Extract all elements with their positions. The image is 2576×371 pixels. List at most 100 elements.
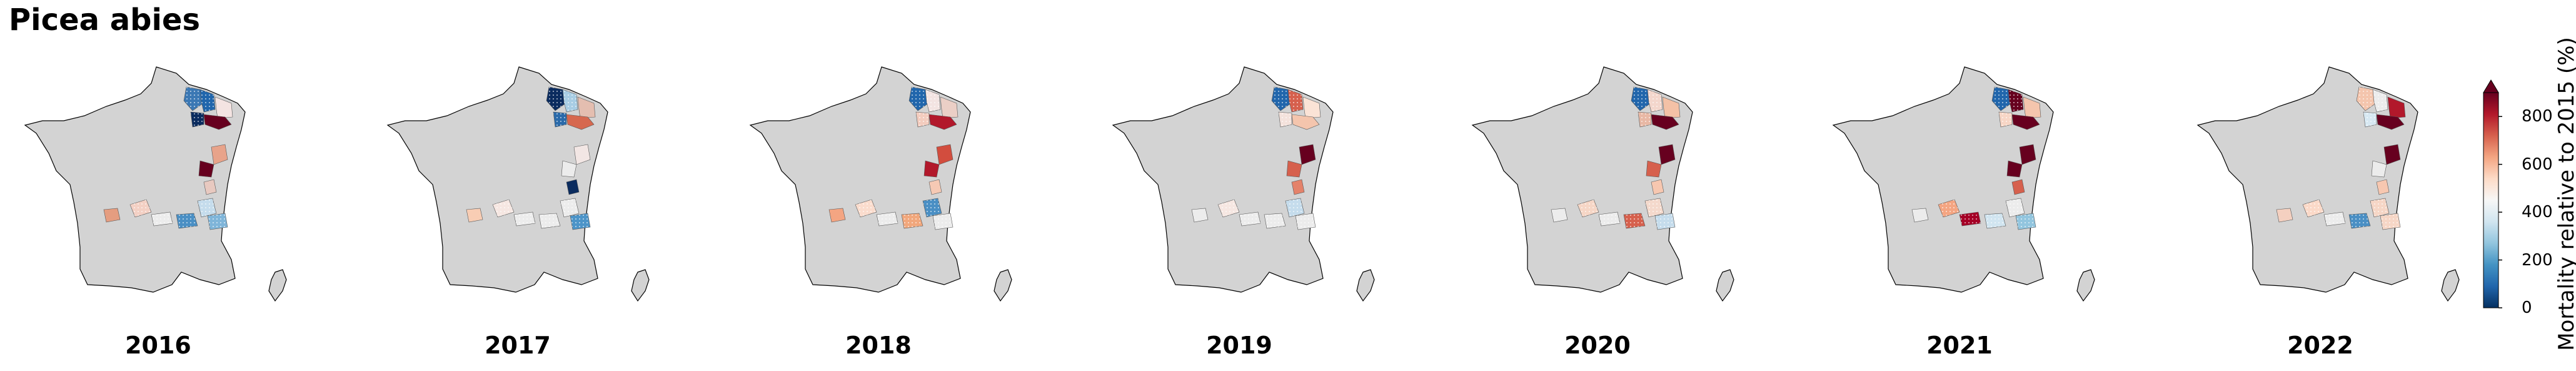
region-r10 (1191, 208, 1209, 223)
region-hatch-r12 (176, 213, 198, 228)
region-hatch-r11 (1599, 212, 1620, 226)
year-label-2020: 2020 (1564, 332, 1631, 359)
region-hatch-r9 (1577, 200, 1599, 217)
corsica-outline (1716, 269, 1734, 302)
corsica-outline (2441, 269, 2460, 302)
region-hatch-r14 (2380, 213, 2400, 230)
region-r8 (1651, 179, 1664, 195)
region-r6 (573, 144, 591, 165)
region-r10 (2276, 208, 2293, 223)
region-r8 (203, 179, 217, 195)
france-map-2016 (24, 66, 287, 302)
region-hatch-r2 (563, 89, 578, 112)
region-hatch-r14 (1655, 213, 1675, 230)
region-hatch-r5 (1999, 112, 2012, 127)
map-panel-2021 (1821, 59, 2115, 310)
region-hatch-r1 (1631, 87, 1651, 111)
region-r6 (2383, 144, 2401, 165)
map-panels: 2016 2017 2018 2019 2020 2021 2022 (24, 59, 2479, 359)
map-panel-2020 (1460, 59, 1754, 310)
region-hatch-r1 (546, 87, 566, 111)
france-outline (24, 66, 246, 293)
map-panel-2022 (2185, 59, 2479, 310)
region-r10 (466, 208, 483, 223)
region-hatch-r11 (151, 212, 173, 226)
france-outline (1112, 66, 1334, 293)
region-hatch-r1 (1992, 87, 2011, 111)
region-r7 (1286, 160, 1302, 178)
map-panel-2019 (1100, 59, 1394, 310)
region-r4 (2376, 114, 2405, 130)
colorbar-tick-label: 200 (2522, 250, 2553, 270)
france-outline (1471, 66, 1693, 293)
region-hatch-r5 (2363, 112, 2377, 127)
colorbar-label: Mortality relative to 2015 (%) (2554, 37, 2576, 351)
region-hatch-r14 (208, 213, 228, 230)
region-hatch-r5 (1279, 112, 1292, 127)
france-map-2019 (1112, 66, 1375, 302)
france-map-2020 (1471, 66, 1734, 302)
year-label-2021: 2021 (1926, 332, 1993, 359)
region-hatch-r11 (2324, 212, 2345, 226)
year-label-2016: 2016 (125, 332, 191, 359)
colorbar-rect (2483, 92, 2499, 308)
region-hatch-r12 (902, 213, 923, 228)
region-r7 (923, 160, 940, 178)
map-panel-2018 (738, 59, 1032, 310)
region-hatch-r14 (1296, 213, 1316, 230)
colorbar-extend-arrow (2483, 79, 2499, 93)
region-hatch-r14 (2016, 213, 2036, 230)
corsica-outline (994, 269, 1012, 302)
region-r10 (103, 208, 121, 223)
region-hatch-r13 (1285, 198, 1304, 217)
colorbar-tick-label: 600 (2522, 155, 2553, 174)
figure-title: Picea abies (9, 3, 201, 38)
region-r10 (1551, 208, 1568, 223)
france-outline (2196, 66, 2418, 293)
region-hatch-r9 (130, 200, 151, 217)
region-hatch-r12 (1264, 213, 1285, 228)
france-map-2022 (2196, 66, 2460, 302)
region-hatch-r1 (1272, 87, 1291, 111)
corsica-outline (1356, 269, 1375, 302)
region-hatch-r13 (560, 198, 579, 217)
corsica-outline (631, 269, 650, 302)
region-r4 (2011, 114, 2040, 130)
corsica-outline (2076, 269, 2095, 302)
region-r8 (1291, 179, 1305, 195)
region-r7 (2371, 160, 2387, 178)
region-hatch-r2 (200, 89, 215, 112)
france-map-2017 (386, 66, 650, 302)
year-label-2019: 2019 (1206, 332, 1272, 359)
region-r8 (566, 179, 580, 195)
region-r8 (2376, 179, 2390, 195)
region-r7 (1646, 160, 1662, 178)
region-hatch-r5 (191, 112, 204, 127)
corsica-outline (268, 269, 287, 302)
year-label-2022: 2022 (2287, 332, 2353, 359)
region-hatch-r2 (2008, 89, 2023, 112)
region-r4 (1291, 114, 1320, 130)
region-r6 (1658, 144, 1676, 165)
year-label-2017: 2017 (485, 332, 551, 359)
region-hatch-r13 (198, 198, 216, 217)
region-hatch-r13 (923, 198, 942, 217)
colorbar-tick-label: 400 (2522, 203, 2553, 222)
region-hatch-r1 (2357, 87, 2376, 111)
region-r4 (1651, 114, 1679, 130)
region-hatch-r11 (514, 212, 535, 226)
region-hatch-r9 (1938, 200, 1960, 217)
region-r4 (566, 114, 595, 130)
region-hatch-r13 (1645, 198, 1664, 217)
region-hatch-r9 (2303, 200, 2324, 217)
region-hatch-r9 (493, 200, 514, 217)
colorbar-gradient (2483, 79, 2502, 308)
region-hatch-r13 (2006, 198, 2025, 217)
region-hatch-r5 (1638, 112, 1651, 127)
region-r8 (928, 179, 942, 195)
region-hatch-r12 (539, 213, 560, 228)
region-hatch-r9 (1218, 200, 1239, 217)
region-hatch-r12 (2349, 213, 2370, 228)
france-outline (386, 66, 608, 293)
region-r6 (211, 144, 228, 165)
